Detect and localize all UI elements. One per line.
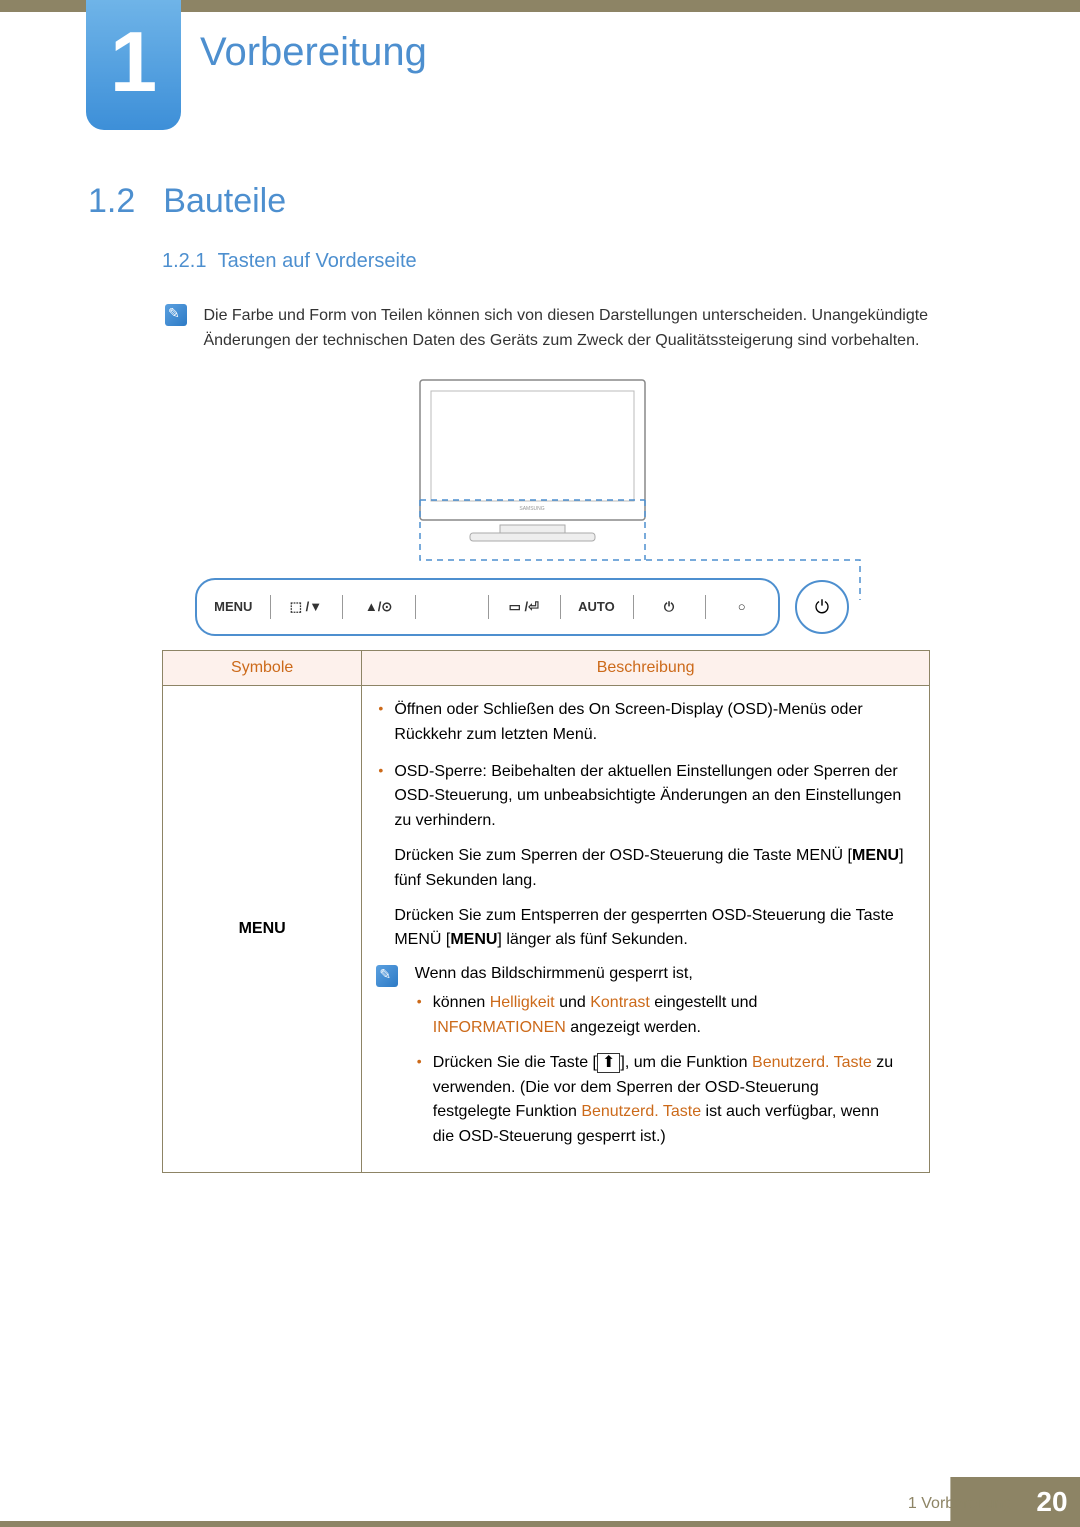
t: und bbox=[555, 994, 591, 1011]
kw: Helligkeit bbox=[490, 994, 555, 1011]
panel-source: ▭ /⏎ bbox=[488, 591, 561, 623]
monitor-diagram: SAMSUNG MENU ⬚ /▼ ▲/⊙ ▭ /⏎ AUTO ⏻ ○ ⏻ bbox=[195, 370, 895, 650]
intro-note: Die Farbe und Form von Teilen können sic… bbox=[165, 304, 945, 354]
note-intro: Wenn das Bildschirmmenü gesperrt ist, bbox=[415, 965, 693, 982]
t: Drücken Sie die Taste [ bbox=[433, 1054, 597, 1071]
inner-note: Wenn das Bildschirmmenü gesperrt ist, kö… bbox=[376, 965, 915, 1160]
footer: 1 Vorbereitung 20 bbox=[0, 1477, 1080, 1527]
row-symbol: MENU bbox=[163, 686, 362, 1173]
intro-text: Die Farbe und Form von Teilen können sic… bbox=[203, 304, 943, 354]
kw: INFORMATIONEN bbox=[433, 1019, 566, 1036]
panel-power: ⏻ bbox=[633, 591, 706, 623]
section-title: Bauteile bbox=[163, 182, 286, 220]
t: ] länger als fünf Sekunden. bbox=[497, 931, 687, 948]
t: angezeigt werden. bbox=[566, 1019, 701, 1036]
note-icon bbox=[376, 965, 398, 987]
desc-para: Drücken Sie zum Sperren der OSD-Steuerun… bbox=[394, 844, 915, 894]
table-row: MENU Öffnen oder Schließen des On Screen… bbox=[163, 686, 930, 1173]
button-panel: MENU ⬚ /▼ ▲/⊙ ▭ /⏎ AUTO ⏻ ○ bbox=[195, 578, 780, 636]
page-number: 20 bbox=[1024, 1477, 1080, 1527]
t: können bbox=[433, 994, 490, 1011]
chapter-title: Vorbereitung bbox=[200, 30, 427, 75]
panel-menu: MENU bbox=[197, 591, 270, 623]
panel-auto: AUTO bbox=[560, 591, 633, 623]
kw: Benutzerd. Taste bbox=[581, 1103, 701, 1120]
note-icon bbox=[165, 304, 187, 326]
th-symbols: Symbole bbox=[163, 651, 362, 686]
panel-led: ○ bbox=[705, 591, 778, 623]
desc-para: Drücken Sie zum Entsperren der gesperrte… bbox=[394, 904, 915, 954]
subsection-number: 1.2.1 bbox=[162, 250, 206, 272]
t: ], um die Funktion bbox=[620, 1054, 752, 1071]
kw: Benutzerd. Taste bbox=[752, 1054, 872, 1071]
row-description: Öffnen oder Schließen des On Screen-Disp… bbox=[362, 686, 930, 1173]
desc-text: OSD-Sperre: Beibehalten der aktuellen Ei… bbox=[394, 763, 901, 830]
menu-key-label: MENU bbox=[450, 931, 497, 948]
section-heading: 1.2 Bauteile bbox=[88, 182, 286, 221]
menu-key-label: MENU bbox=[852, 847, 899, 864]
subsection-title: Tasten auf Vorderseite bbox=[218, 250, 417, 272]
section-number: 1.2 bbox=[88, 182, 135, 220]
panel-down: ⬚ /▼ bbox=[270, 591, 343, 623]
t: Drücken Sie zum Sperren der OSD-Steuerun… bbox=[394, 847, 852, 864]
power-button-detail: ⏻ bbox=[795, 580, 849, 634]
t: eingestellt und bbox=[650, 994, 758, 1011]
up-key-icon: ⬆ bbox=[597, 1053, 620, 1073]
chapter-badge: 1 bbox=[86, 0, 181, 130]
subsection-heading: 1.2.1 Tasten auf Vorderseite bbox=[162, 250, 417, 273]
th-description: Beschreibung bbox=[362, 651, 930, 686]
note-bullet: Drücken Sie die Taste [⬆], um die Funkti… bbox=[415, 1051, 895, 1150]
desc-bullet: Öffnen oder Schließen des On Screen-Disp… bbox=[376, 698, 915, 748]
note-content: Wenn das Bildschirmmenü gesperrt ist, kö… bbox=[415, 965, 895, 1160]
panel-up: ▲/⊙ bbox=[342, 591, 415, 623]
desc-bullet: OSD-Sperre: Beibehalten der aktuellen Ei… bbox=[376, 760, 915, 954]
kw: Kontrast bbox=[590, 994, 650, 1011]
note-bullet: können Helligkeit und Kontrast eingestel… bbox=[415, 991, 895, 1041]
panel-blank bbox=[415, 591, 488, 623]
symbol-table: Symbole Beschreibung MENU Öffnen oder Sc… bbox=[162, 650, 930, 1173]
footer-text: 1 Vorbereitung bbox=[908, 1495, 1012, 1513]
